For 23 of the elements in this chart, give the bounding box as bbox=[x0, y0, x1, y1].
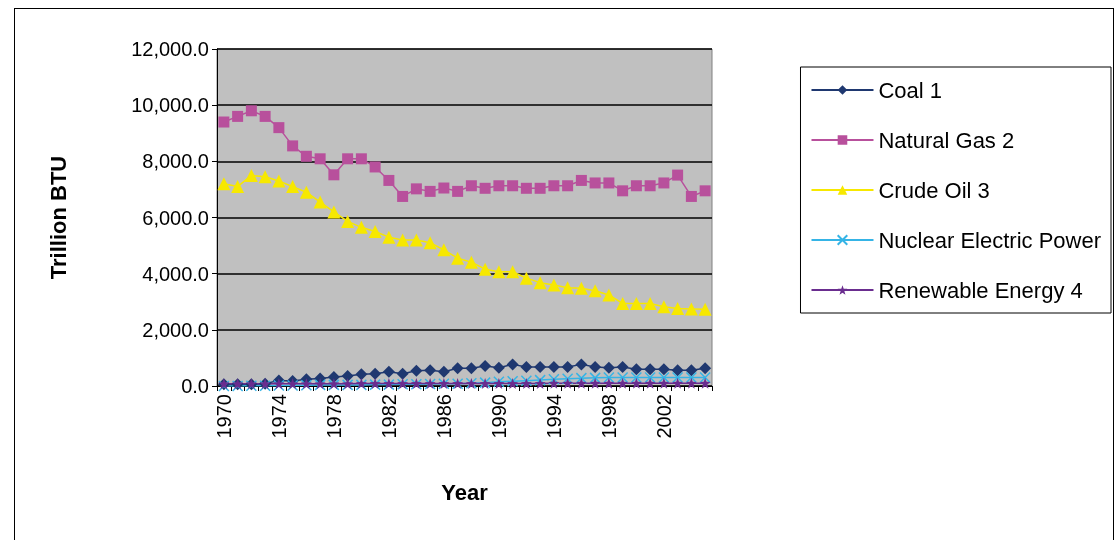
x-tick-label: 1994 bbox=[542, 394, 565, 439]
x-axis-title: Year bbox=[441, 479, 489, 505]
y-tick-label: 2,000.0 bbox=[142, 318, 209, 341]
y-tick-label: 10,000.0 bbox=[131, 94, 209, 117]
y-tick-label: 4,000.0 bbox=[142, 262, 209, 285]
x-tick-label: 1986 bbox=[432, 394, 455, 439]
y-tick-label: 0.0 bbox=[181, 375, 209, 397]
y-axis-title: Trillion BTU bbox=[45, 155, 71, 280]
y-tick-label: 12,000.0 bbox=[131, 38, 209, 60]
x-tick-label: 1990 bbox=[487, 394, 510, 439]
legend-label: Nuclear Electric Power bbox=[878, 227, 1101, 253]
x-tick-label: 1998 bbox=[597, 394, 620, 439]
legend-label: Renewable Energy 4 bbox=[878, 277, 1083, 303]
x-tick-label: 1982 bbox=[377, 394, 400, 439]
x-tick-label: 1970 bbox=[212, 394, 235, 439]
y-tick-label: 6,000.0 bbox=[142, 206, 209, 229]
x-tick-label: 1974 bbox=[267, 394, 290, 439]
x-tick-label: 1978 bbox=[322, 394, 345, 439]
legend-label: Crude Oil 3 bbox=[878, 177, 990, 203]
y-tick-label: 8,000.0 bbox=[142, 150, 209, 173]
legend-label: Coal 1 bbox=[878, 77, 943, 103]
x-tick-label: 2002 bbox=[652, 394, 675, 439]
legend-label: Natural Gas 2 bbox=[878, 127, 1015, 153]
